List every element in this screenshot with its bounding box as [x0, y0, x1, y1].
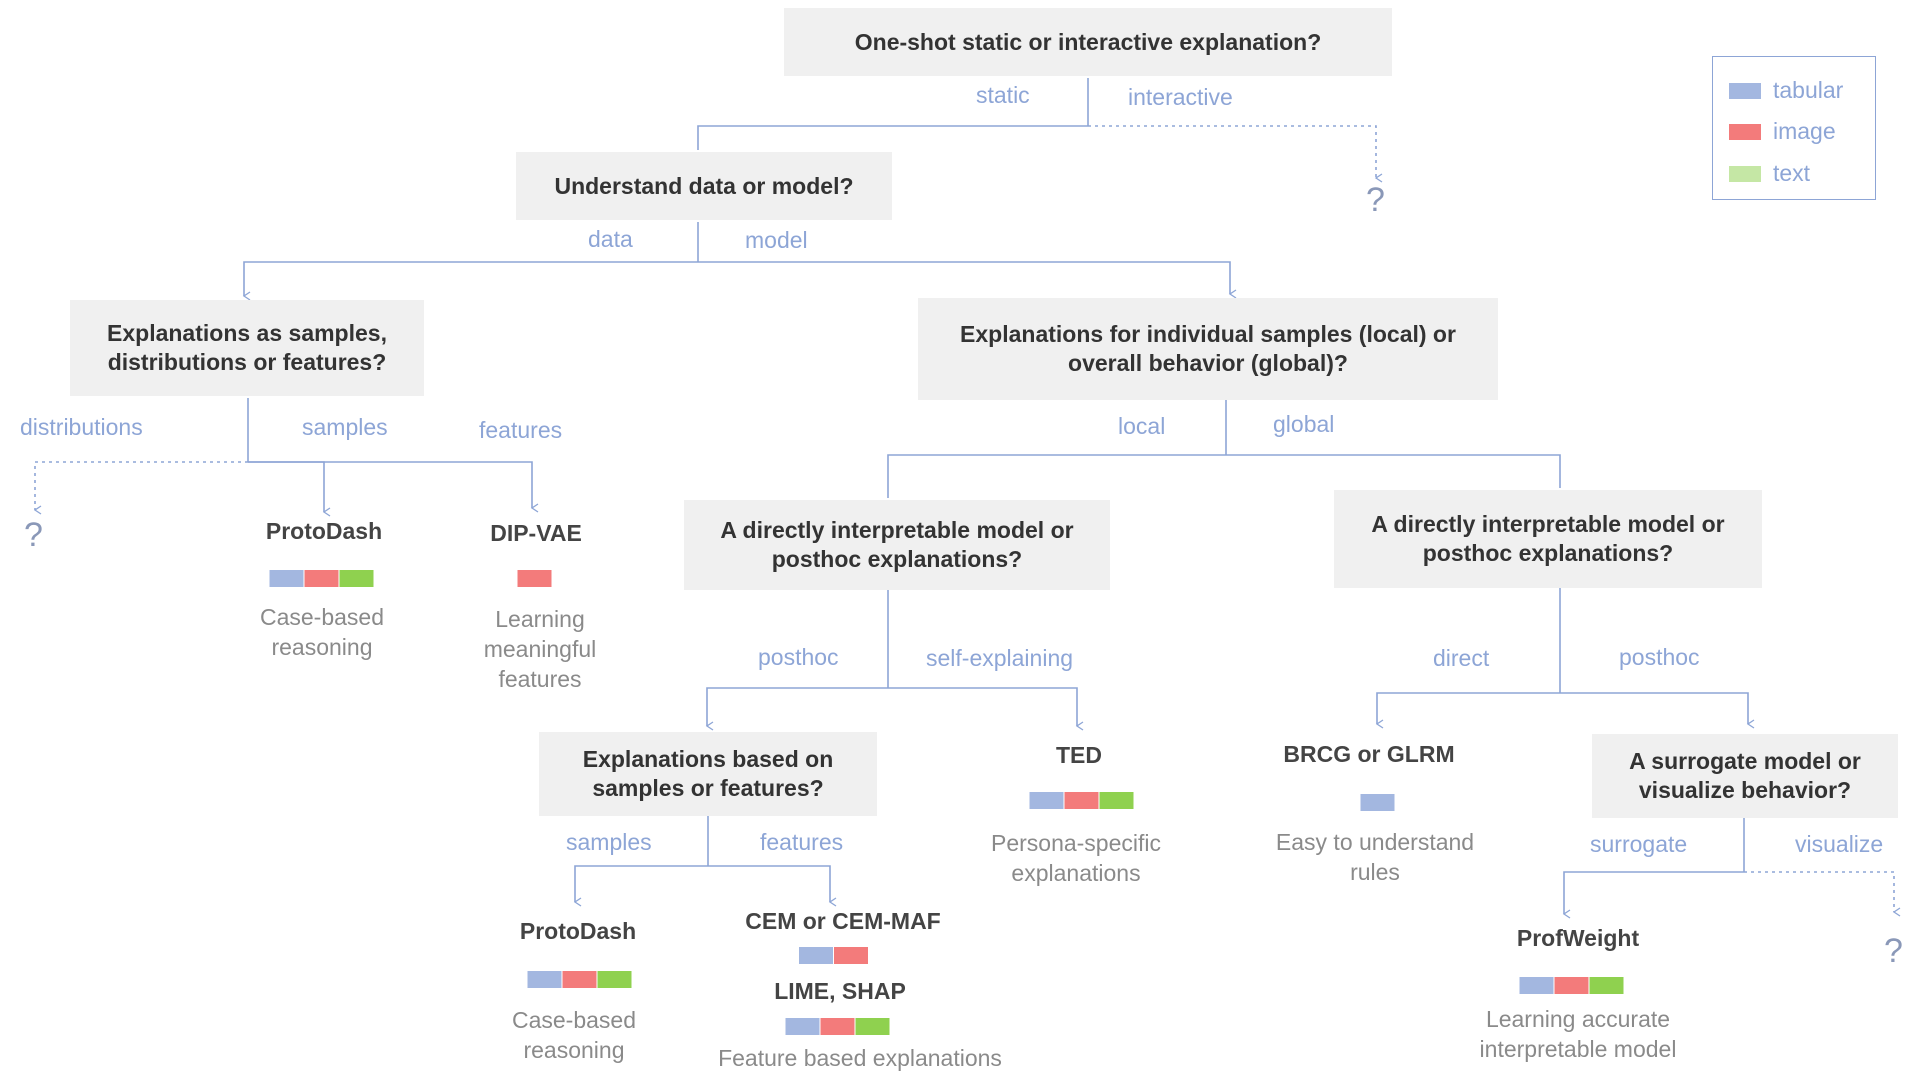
legend-item-image: image	[1729, 118, 1836, 145]
method-protodash-data-desc: Case-based reasoning	[259, 604, 385, 660]
method-profweight: ProfWeight	[1516, 925, 1640, 951]
question-surrogate-or-visualize: A surrogate model or visualize behavior?	[1592, 734, 1898, 818]
unknown-interactive: ?	[1366, 181, 1385, 219]
swatch-image	[820, 1018, 855, 1035]
swatch-text	[855, 1018, 890, 1035]
swatch-tabular	[799, 947, 833, 964]
swatch-tabular	[1519, 977, 1554, 994]
legend-swatch-tabular	[1729, 82, 1761, 99]
swatch-image	[1554, 977, 1589, 994]
data-type-swatches	[785, 1018, 891, 1035]
method-brcg-glrm: BRCG or GLRM	[1283, 741, 1455, 767]
edge-label-samples: samples	[302, 414, 388, 440]
edge-label-visualize: visualize	[1795, 831, 1884, 857]
edge-ld-self	[888, 687, 1084, 731]
question-samples-or-features: Explanations based on samples or feature…	[539, 732, 877, 816]
method-ted: TED	[1056, 742, 1102, 768]
data-type-swatches	[799, 947, 869, 964]
swatch-tabular	[1360, 794, 1395, 811]
edge-label-model: model	[745, 227, 808, 253]
swatch-text	[597, 971, 632, 988]
edge-sv-visualize	[1744, 871, 1901, 917]
swatch-image	[834, 947, 868, 964]
method-protodash-model-desc: Case-based reasoning	[511, 1007, 637, 1063]
edge-root-static	[697, 125, 1088, 150]
data-type-swatches	[527, 971, 633, 988]
swatch-text	[1099, 792, 1134, 809]
edge-label-interactive: interactive	[1128, 84, 1233, 110]
edge-label-self-explaining: self-explaining	[926, 645, 1074, 671]
data-type-swatches	[1519, 977, 1625, 994]
legend: tabular image text	[1712, 56, 1876, 200]
edge-label-global: global	[1273, 411, 1335, 437]
question-samples-distributions-features: Explanations as samples, distributions o…	[70, 300, 424, 396]
swatch-text	[339, 570, 374, 587]
swatch-image	[304, 570, 339, 587]
legend-item-tabular: tabular	[1729, 77, 1843, 104]
edge-sdf-distributions	[33, 461, 248, 515]
edge-lg-global	[1226, 454, 1561, 488]
edge-label-static: static	[976, 82, 1030, 108]
edge-dm-data	[242, 261, 698, 301]
method-brcg-glrm-desc: Easy to understand rules	[1275, 829, 1475, 885]
method-protodash-data: ProtoDash	[265, 518, 383, 544]
edge-label-local: local	[1118, 413, 1166, 439]
method-lime-shap: LIME, SHAP	[774, 978, 906, 1004]
data-type-swatches	[1360, 794, 1396, 811]
swatch-image	[517, 570, 552, 587]
question-local-or-global: Explanations for individual samples (loc…	[918, 298, 1498, 400]
edge-root-interactive	[1088, 125, 1383, 183]
swatch-tabular	[785, 1018, 820, 1035]
swatch-text	[1589, 977, 1624, 994]
unknown-visualize: ?	[1884, 932, 1903, 970]
edge-lg-local	[887, 454, 1226, 498]
question-data-or-model: Understand data or model?	[516, 152, 892, 220]
edge-label-features-2: features	[760, 829, 844, 855]
edge-dm-model	[698, 261, 1237, 299]
edge-sdf-features	[248, 461, 539, 513]
swatch-image	[1064, 792, 1099, 809]
method-lime-shap-desc: Feature based explanations	[718, 1045, 1002, 1071]
unknown-distributions: ?	[24, 516, 43, 554]
swatch-tabular	[1029, 792, 1064, 809]
edge-label-samples-2: samples	[566, 829, 652, 855]
data-type-swatches	[517, 570, 553, 587]
legend-swatch-text	[1729, 165, 1761, 182]
legend-swatch-image	[1729, 123, 1761, 140]
data-type-swatches	[269, 570, 375, 587]
edge-label-data: data	[588, 226, 633, 252]
edge-label-distributions: distributions	[20, 414, 143, 440]
edge-sdf-samples	[248, 461, 331, 517]
swatch-tabular	[269, 570, 304, 587]
question-static-or-interactive: One-shot static or interactive explanati…	[784, 8, 1392, 76]
data-type-swatches	[1029, 792, 1135, 809]
edge-label-features: features	[479, 417, 563, 443]
question-local-direct-or-posthoc: A directly interpretable model or postho…	[684, 500, 1110, 590]
edge-ld-posthoc	[705, 687, 888, 731]
edge-label-direct: direct	[1433, 645, 1490, 671]
edge-label-surrogate: surrogate	[1590, 831, 1688, 857]
edge-sf-features	[708, 865, 837, 907]
edge-gd-posthoc	[1560, 692, 1755, 729]
method-dip-vae-desc: Learning meaningful features	[483, 606, 597, 692]
method-protodash-model: ProtoDash	[519, 918, 637, 944]
legend-label-image: image	[1773, 118, 1836, 144]
edge-label-posthoc: posthoc	[758, 644, 839, 670]
method-ted-desc: Persona-specific explanations	[990, 830, 1162, 886]
method-profweight-desc: Learning accurate interpretable model	[1479, 1006, 1677, 1062]
swatch-tabular	[527, 971, 562, 988]
question-global-direct-or-posthoc: A directly interpretable model or postho…	[1334, 490, 1762, 588]
edge-sf-samples	[573, 865, 708, 907]
edge-gd-direct	[1375, 692, 1560, 729]
legend-item-text: text	[1729, 160, 1810, 187]
swatch-image	[562, 971, 597, 988]
legend-label-text: text	[1773, 160, 1811, 186]
edge-sv-surrogate	[1562, 871, 1744, 919]
edge-label-posthoc-global: posthoc	[1619, 644, 1700, 670]
legend-label-tabular: tabular	[1773, 77, 1844, 103]
method-cem: CEM or CEM-MAF	[745, 908, 941, 934]
method-dip-vae: DIP-VAE	[490, 520, 582, 546]
